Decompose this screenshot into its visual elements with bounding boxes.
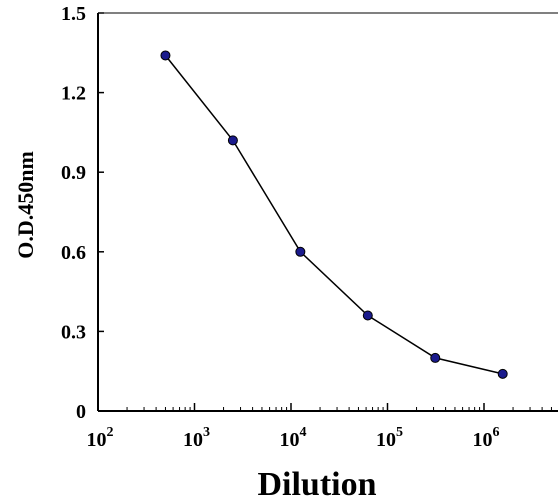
x-ticks: 102 103 104 105 106 xyxy=(87,403,552,451)
x-tick-base: 10 xyxy=(87,429,107,451)
y-axis-title: O.D.450nm xyxy=(13,151,38,259)
x-tick-label: 105 xyxy=(376,425,403,451)
x-tick-label: 104 xyxy=(280,425,307,451)
y-tick-label: 0.9 xyxy=(61,162,86,184)
x-tick-exponent: 5 xyxy=(396,425,403,440)
x-tick-label: 106 xyxy=(473,425,500,451)
data-point xyxy=(362,310,373,321)
x-tick-base: 10 xyxy=(280,429,300,451)
y-ticks: 0 0.3 0.6 0.9 1.2 1.5 xyxy=(61,3,104,423)
data-point xyxy=(227,135,238,146)
y-tick-label: 0.6 xyxy=(61,242,86,264)
data-point xyxy=(160,50,171,61)
x-tick-exponent: 6 xyxy=(493,425,500,440)
y-tick-label: 1.2 xyxy=(61,83,86,105)
x-tick-label: 103 xyxy=(183,425,210,451)
x-tick-base: 10 xyxy=(183,429,203,451)
data-point xyxy=(430,352,441,363)
data-point xyxy=(295,246,306,257)
y-tick-label: 0 xyxy=(76,401,86,423)
x-tick-exponent: 4 xyxy=(300,425,307,440)
x-tick-base: 10 xyxy=(473,429,493,451)
axes xyxy=(97,12,558,412)
y-tick-label: 0.3 xyxy=(61,321,86,343)
series xyxy=(160,50,508,379)
x-tick-label: 102 xyxy=(87,425,114,451)
x-tick-exponent: 2 xyxy=(107,425,114,440)
x-tick-base: 10 xyxy=(376,429,396,451)
y-tick-label: 1.5 xyxy=(61,3,86,25)
data-point xyxy=(497,368,508,379)
series-line xyxy=(164,55,503,375)
x-tick-exponent: 3 xyxy=(203,425,210,440)
x-axis-title: Dilution xyxy=(257,466,376,499)
